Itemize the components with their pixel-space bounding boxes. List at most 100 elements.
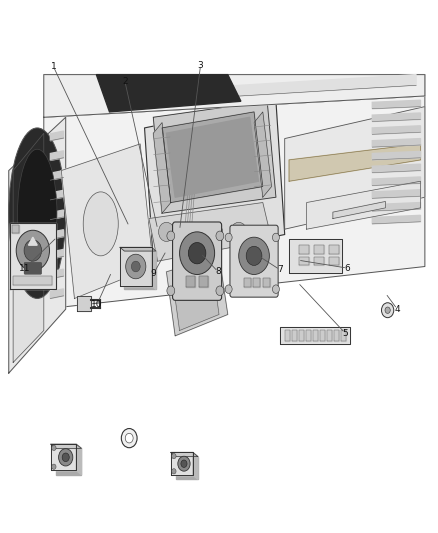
Circle shape	[207, 222, 223, 241]
Polygon shape	[372, 151, 420, 160]
Polygon shape	[372, 177, 420, 185]
Circle shape	[183, 222, 198, 241]
Circle shape	[225, 233, 232, 242]
Polygon shape	[372, 215, 420, 224]
Polygon shape	[328, 257, 339, 265]
Circle shape	[178, 456, 190, 471]
Polygon shape	[51, 444, 81, 448]
Polygon shape	[44, 75, 425, 117]
Polygon shape	[51, 444, 76, 471]
Polygon shape	[299, 330, 304, 341]
Polygon shape	[285, 107, 425, 229]
Circle shape	[59, 449, 73, 466]
Polygon shape	[244, 278, 251, 287]
Circle shape	[246, 246, 262, 265]
Polygon shape	[145, 101, 285, 261]
Circle shape	[216, 231, 224, 241]
Polygon shape	[253, 278, 260, 287]
Polygon shape	[372, 190, 420, 198]
Polygon shape	[199, 276, 208, 287]
Polygon shape	[289, 144, 420, 181]
Circle shape	[24, 240, 42, 261]
Polygon shape	[254, 112, 272, 197]
Circle shape	[239, 237, 269, 274]
Text: 5: 5	[342, 329, 348, 337]
Polygon shape	[334, 330, 339, 341]
Polygon shape	[299, 245, 309, 254]
Polygon shape	[333, 201, 385, 219]
Circle shape	[188, 243, 206, 264]
Polygon shape	[263, 278, 270, 287]
Circle shape	[272, 285, 279, 293]
Polygon shape	[96, 75, 241, 112]
Polygon shape	[292, 330, 297, 341]
Polygon shape	[77, 296, 91, 311]
Polygon shape	[76, 444, 81, 475]
Polygon shape	[372, 126, 420, 134]
Polygon shape	[176, 457, 198, 479]
Polygon shape	[320, 330, 325, 341]
Polygon shape	[50, 269, 64, 279]
Circle shape	[385, 307, 390, 313]
Polygon shape	[341, 330, 346, 341]
Circle shape	[131, 261, 140, 272]
Polygon shape	[372, 164, 420, 173]
Polygon shape	[306, 330, 311, 341]
Polygon shape	[153, 101, 276, 213]
Polygon shape	[50, 249, 64, 259]
Polygon shape	[372, 203, 420, 211]
Polygon shape	[307, 181, 420, 229]
FancyBboxPatch shape	[173, 222, 222, 301]
Polygon shape	[372, 113, 420, 122]
Polygon shape	[50, 190, 64, 200]
Text: 10: 10	[91, 301, 102, 309]
Text: 8: 8	[215, 268, 221, 276]
Polygon shape	[328, 245, 339, 254]
Polygon shape	[299, 257, 309, 265]
Polygon shape	[193, 453, 198, 479]
Polygon shape	[50, 131, 64, 141]
Text: 3: 3	[198, 61, 204, 69]
Circle shape	[172, 469, 176, 474]
Circle shape	[272, 233, 279, 242]
Circle shape	[231, 222, 247, 241]
Circle shape	[167, 286, 175, 295]
Text: 11: 11	[19, 264, 31, 272]
Polygon shape	[124, 251, 156, 289]
Polygon shape	[50, 230, 64, 239]
Circle shape	[181, 460, 187, 467]
Polygon shape	[153, 123, 171, 213]
Polygon shape	[313, 330, 318, 341]
Polygon shape	[120, 247, 152, 286]
Polygon shape	[50, 289, 64, 298]
Circle shape	[16, 230, 49, 271]
Circle shape	[125, 433, 133, 443]
Ellipse shape	[9, 128, 66, 298]
Polygon shape	[171, 453, 198, 457]
Polygon shape	[280, 327, 350, 344]
Circle shape	[225, 285, 232, 293]
Polygon shape	[327, 330, 332, 341]
Polygon shape	[314, 257, 324, 265]
Polygon shape	[120, 247, 156, 251]
Text: 1: 1	[50, 62, 57, 71]
Polygon shape	[50, 210, 64, 220]
Circle shape	[62, 453, 69, 462]
Text: 7: 7	[277, 265, 283, 274]
Polygon shape	[285, 330, 290, 341]
Polygon shape	[10, 223, 56, 289]
Polygon shape	[153, 75, 416, 101]
Polygon shape	[166, 256, 228, 336]
Circle shape	[180, 232, 215, 274]
Polygon shape	[13, 133, 44, 362]
FancyBboxPatch shape	[230, 225, 278, 297]
Polygon shape	[149, 203, 272, 261]
Polygon shape	[314, 245, 324, 254]
Circle shape	[159, 222, 174, 241]
Polygon shape	[372, 139, 420, 147]
Polygon shape	[44, 75, 425, 117]
Polygon shape	[56, 448, 81, 475]
Circle shape	[121, 429, 137, 448]
Circle shape	[52, 445, 56, 450]
Polygon shape	[50, 151, 64, 160]
